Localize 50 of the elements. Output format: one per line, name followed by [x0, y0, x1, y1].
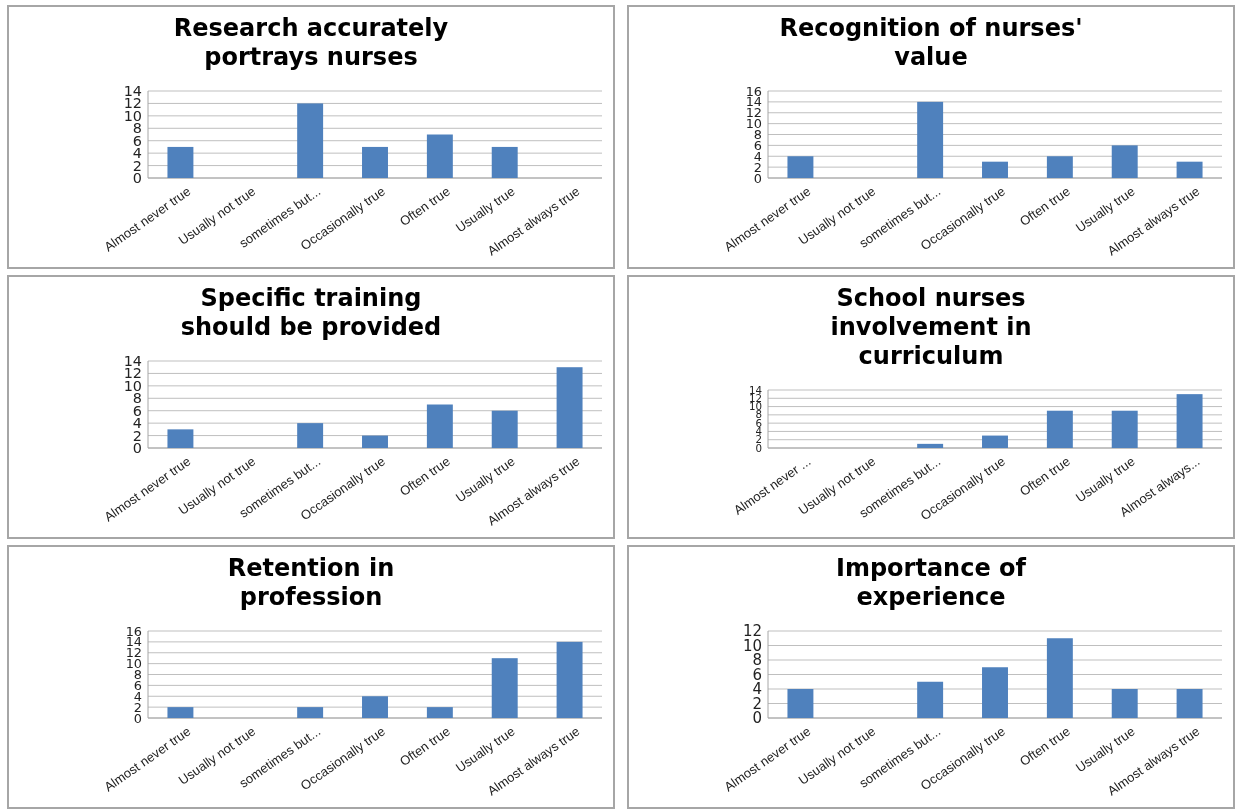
bar	[426, 404, 453, 448]
bar	[1176, 689, 1203, 718]
bar	[491, 410, 518, 448]
bar	[917, 681, 944, 718]
bar	[297, 707, 324, 718]
bar	[297, 423, 324, 448]
bar	[426, 707, 453, 718]
bar	[167, 707, 194, 718]
bar	[1046, 410, 1073, 448]
x-tick-label: Often true	[396, 183, 453, 230]
bar	[982, 667, 1008, 718]
chart-title: Research accurately portrays nurses	[173, 14, 449, 71]
bar	[167, 429, 194, 448]
chart-title: Recognition of nurses' value	[779, 14, 1083, 71]
bar	[1046, 638, 1073, 718]
y-tick-label: 0	[753, 170, 762, 186]
chart-title: School nurses involvement in curriculum	[830, 284, 1032, 370]
bar	[491, 146, 518, 178]
bar	[1176, 394, 1203, 448]
x-tick-label: Often true	[1016, 723, 1073, 770]
bar	[1111, 410, 1138, 448]
chart-title: Importance of experience	[836, 554, 1027, 611]
bar	[426, 134, 453, 178]
bar	[1176, 161, 1203, 178]
bar	[917, 101, 944, 178]
bar	[1111, 689, 1138, 718]
bar	[556, 367, 583, 448]
x-tick-label: Often true	[1016, 183, 1073, 230]
chart-title: Specific training should be provided	[180, 284, 442, 341]
bar	[362, 696, 388, 718]
bar	[1111, 145, 1138, 178]
bar	[491, 658, 518, 718]
y-tick-label: 0	[752, 709, 762, 728]
bar	[917, 443, 944, 448]
bar	[297, 103, 324, 178]
bar	[556, 641, 583, 718]
x-tick-label: Often true	[1016, 453, 1073, 500]
chart-title: Retention in profession	[227, 554, 395, 611]
y-tick-label: 0	[133, 710, 142, 726]
bar	[1046, 156, 1073, 178]
bar	[362, 146, 388, 178]
x-tick-label: Often true	[396, 723, 453, 770]
bar	[787, 689, 814, 718]
bar	[167, 146, 194, 178]
bar	[982, 161, 1008, 178]
bar	[787, 156, 814, 178]
y-tick-label: 14	[748, 383, 762, 396]
bar	[982, 435, 1008, 448]
x-tick-label: Often true	[396, 453, 453, 500]
bar	[362, 435, 388, 448]
